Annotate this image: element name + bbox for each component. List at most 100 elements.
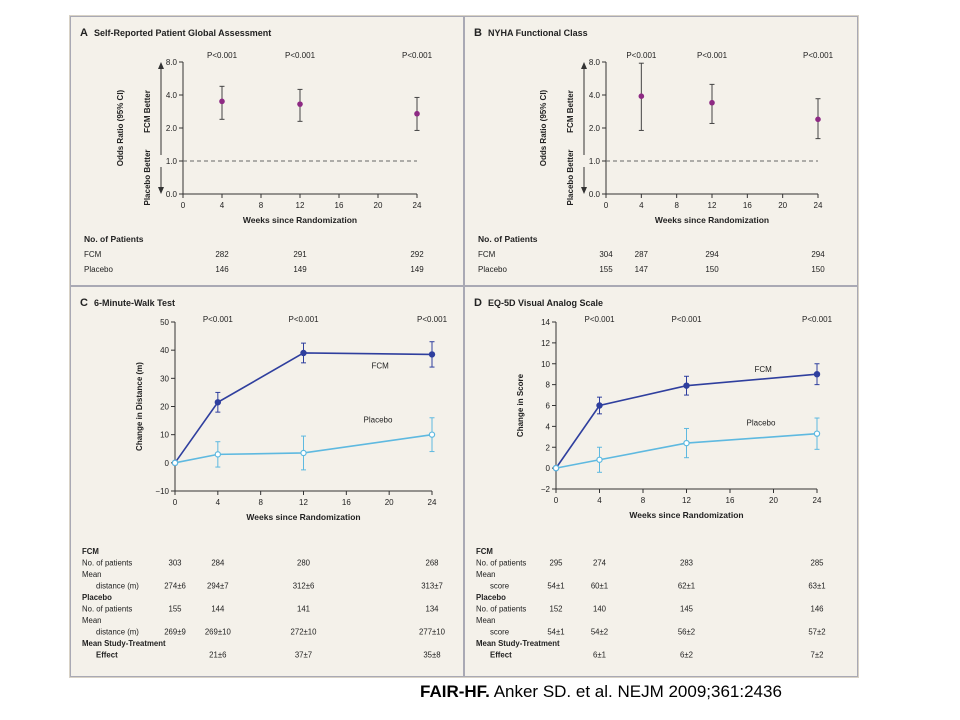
table-row-label: FCM: [478, 250, 496, 259]
panel-B-title: NYHA Functional Class: [488, 28, 588, 38]
p-value-label: P<0.001: [203, 315, 234, 324]
y-tick-label: 0: [546, 464, 551, 473]
y-tick-label: −10: [155, 487, 169, 496]
y-tick-label: 0: [165, 459, 170, 468]
table-row-label: Mean Study-Treatment: [476, 639, 560, 648]
fcm-better-arrowhead: [158, 62, 164, 69]
x-tick-label: 8: [258, 498, 263, 507]
table-cell: 134: [425, 605, 439, 614]
table-cell: 294: [705, 250, 719, 259]
x-tick-label: 4: [216, 498, 221, 507]
table-row-label: Placebo: [82, 593, 112, 602]
table-row-label: Effect: [490, 651, 512, 660]
p-value-label: P<0.001: [207, 51, 238, 60]
y-tick-label: −2: [541, 485, 551, 494]
fcm-series-label: FCM: [372, 361, 390, 370]
table-cell: 21±6: [209, 651, 226, 660]
odds-ratio-point: [414, 110, 420, 117]
odds-ratio-point: [638, 93, 645, 100]
x-tick-label: 20: [374, 201, 383, 210]
x-tick-label: 4: [639, 201, 644, 210]
panel-B-letter: B: [474, 27, 482, 39]
y-tick-label: 20: [160, 403, 169, 412]
x-tick-label: 24: [813, 496, 822, 505]
y-tick-label: 4.0: [589, 91, 601, 100]
table-cell: 268: [425, 559, 438, 568]
table-cell: 7±2: [811, 651, 824, 660]
panel-D-frame: [464, 286, 858, 677]
table-cell: 144: [211, 605, 225, 614]
y-tick-label: 10: [541, 360, 550, 369]
table-cell: 35±8: [423, 651, 440, 660]
table-cell: 294: [811, 250, 825, 259]
panel-B-frame: [464, 16, 858, 286]
fcm-point: [214, 399, 222, 406]
panel-D-y-axis-label: Change in Score: [516, 373, 525, 437]
panel-A-frame: [70, 16, 464, 286]
y-tick-label: 40: [160, 346, 169, 355]
table-cell: 145: [680, 605, 694, 614]
table-cell: 284: [211, 559, 225, 568]
table-cell: 277±10: [419, 628, 446, 637]
table-cell: 155: [168, 605, 182, 614]
x-tick-label: 8: [641, 496, 646, 505]
table-cell: 60±1: [591, 582, 608, 591]
x-tick-label: 4: [220, 201, 225, 210]
table-cell: 155: [599, 265, 613, 274]
table-cell: 149: [293, 265, 307, 274]
p-value-label: P<0.001: [402, 51, 433, 60]
table-row-label: Mean: [82, 616, 102, 625]
table-row-label: Placebo: [478, 265, 507, 274]
table-row-label: FCM: [82, 547, 99, 556]
panel-A-x-axis-label: Weeks since Randomization: [243, 215, 357, 225]
placebo-point: [428, 431, 436, 438]
placebo-point: [596, 456, 603, 463]
odds-ratio-point: [815, 116, 821, 123]
placebo-point: [171, 459, 179, 467]
x-tick-label: 20: [778, 201, 787, 210]
x-tick-label: 24: [814, 201, 823, 210]
table-cell: 282: [215, 250, 229, 259]
panel-A-letter: A: [80, 27, 88, 39]
fcm-point: [428, 351, 436, 358]
table-cell: 54±1: [547, 582, 564, 591]
y-tick-label: 8: [546, 381, 551, 390]
panel-C-y-axis-label: Change in Distance (m): [135, 362, 144, 451]
x-tick-label: 12: [682, 496, 691, 505]
p-value-label: P<0.001: [417, 315, 448, 324]
placebo-point: [683, 439, 690, 447]
table-cell: 313±7: [421, 582, 443, 591]
panel-B: B NYHA Functional Class 0 4 8 12 16 20 24 Weeks s…: [464, 16, 858, 286]
patients-table-title: No. of Patients: [84, 234, 144, 244]
fcm-better-label: FCM Better: [566, 90, 575, 133]
panel-A: A Self-Reported Patient Global Assessment…: [70, 16, 464, 286]
table-cell: 303: [168, 559, 181, 568]
y-tick-label: 1.0: [166, 157, 178, 166]
table-row-label: No. of patients: [82, 559, 132, 568]
table-cell: 57±2: [808, 628, 825, 637]
table-cell: 141: [297, 605, 310, 614]
fcm-point: [683, 382, 690, 389]
p-value-label: P<0.001: [285, 51, 316, 60]
table-cell: 283: [680, 559, 693, 568]
fcm-line: [174, 352, 433, 464]
y-tick-label: 1.0: [589, 157, 601, 166]
x-tick-label: 20: [385, 498, 394, 507]
table-cell: 37±7: [295, 651, 312, 660]
table-cell: 54±1: [547, 628, 564, 637]
table-row-label: FCM: [84, 250, 102, 259]
odds-ratio-point: [297, 101, 303, 107]
x-tick-label: 24: [428, 498, 437, 507]
figure-svg: A Self-Reported Patient Global Assessment…: [70, 16, 858, 677]
table-cell: 280: [297, 559, 311, 568]
table-cell: 272±10: [291, 628, 318, 637]
x-tick-label: 0: [604, 201, 609, 210]
x-tick-label: 8: [674, 201, 679, 210]
table-cell: 287: [635, 250, 649, 259]
y-tick-label: 14: [541, 318, 550, 327]
fcm-line: [555, 373, 818, 469]
odds-ratio-point: [709, 99, 715, 106]
table-cell: 6±1: [593, 651, 606, 660]
fcm-better-label: FCM Better: [143, 90, 152, 133]
